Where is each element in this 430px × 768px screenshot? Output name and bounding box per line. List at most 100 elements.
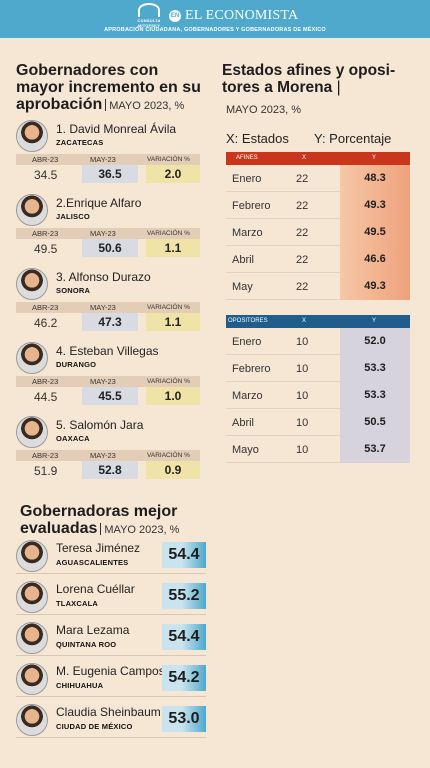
governor-col-headers: ABR-23 MAY-23 VARIACIÓN % <box>16 450 200 461</box>
x-cell: 22 <box>296 254 309 266</box>
col-var: VARIACIÓN % <box>147 304 190 311</box>
value-may: 45.5 <box>82 387 138 405</box>
col-var: VARIACIÓN % <box>147 378 190 385</box>
y-cell: 48.3 <box>340 165 410 192</box>
opositores-table: OPOSITORES X Y Enero 10 52.0 Febrero 10 53.3 M… <box>226 315 410 463</box>
col-abr: ABR-23 <box>32 155 59 164</box>
approval-score: 54.4 <box>162 542 206 568</box>
y-cell: 49.5 <box>340 219 410 246</box>
avatar <box>16 416 48 448</box>
month-cell: Febrero <box>232 363 271 375</box>
states-title: Estados afines y oposi- tores a Morena | <box>222 62 422 96</box>
col-var: VARIACIÓN % <box>147 156 190 163</box>
afines-label: AFINES <box>236 155 258 161</box>
governadoras-date: MAYO 2023, % <box>104 524 180 536</box>
x-cell: 22 <box>296 227 309 239</box>
avatar <box>16 540 48 572</box>
month-cell: Enero <box>232 173 262 185</box>
table-row: Enero 22 48.3 <box>226 165 410 192</box>
governadora-name: Claudia Sheinbaum <box>56 705 161 719</box>
brand-name: EL ECONOMISTA <box>185 8 299 23</box>
y-axis-label: Y: Porcentaje <box>314 131 392 146</box>
governadora-state: TLAXCALA <box>56 599 99 608</box>
increment-title-line3: aprobación <box>16 96 103 113</box>
afines-table: AFINES X Y Enero 22 48.3 Febrero 22 49.3 Marzo… <box>226 152 410 300</box>
y-cell: 49.3 <box>340 273 410 300</box>
approval-score: 55.2 <box>162 583 206 609</box>
col-may: MAY-23 <box>90 155 116 164</box>
x-cell: 10 <box>296 363 309 375</box>
governor-state: ZACATECAS <box>56 138 104 147</box>
y-cell: 49.3 <box>340 192 410 219</box>
afines-y-header: Y <box>372 155 377 161</box>
governadoras-title-line2: evaluadas <box>20 520 98 537</box>
governadoras-title: Gobernadoras mejor evaluadas MAYO 2023, % <box>20 503 220 539</box>
governor-col-headers: ABR-23 MAY-23 VARIACIÓN % <box>16 302 200 313</box>
governor-entry: 5. Salomón Jara OAXACA ABR-23 MAY-23 VARIACI… <box>16 416 200 488</box>
governor-col-headers: ABR-23 MAY-23 VARIACIÓN % <box>16 154 200 165</box>
en-badge: EN <box>169 10 181 22</box>
value-may: 47.3 <box>82 313 138 331</box>
governor-values: 46.2 47.3 1.1 <box>16 313 200 331</box>
governadora-entry: Claudia Sheinbaum CIUDAD DE MÉXICO 53.0 <box>16 702 206 738</box>
avatar <box>16 581 48 613</box>
governor-entry: 1. David Monreal Ávila ZACATECAS ABR-23 MAY… <box>16 120 200 192</box>
y-cell: 46.6 <box>340 246 410 273</box>
governor-entry: 4. Esteban Villegas DURANGO ABR-23 MAY-23 VA… <box>16 342 200 414</box>
avatar <box>16 622 48 654</box>
avatar <box>16 120 48 152</box>
value-abr: 49.5 <box>34 242 58 256</box>
value-abr: 34.5 <box>34 168 58 182</box>
increment-title-line1: Gobernadores con <box>16 62 159 79</box>
y-cell: 53.3 <box>340 355 410 382</box>
governor-name: 4. Esteban Villegas <box>56 344 159 358</box>
governor-entry: 3. Alfonso Durazo SONORA ABR-23 MAY-23 VARIA… <box>16 268 200 340</box>
table-row: Mayo 10 53.7 <box>226 436 410 463</box>
governor-state: JALISCO <box>56 212 90 221</box>
increment-title-line2: mayor incremento en su <box>16 79 201 96</box>
table-row: Febrero 22 49.3 <box>226 192 410 219</box>
x-cell: 22 <box>296 281 309 293</box>
month-cell: Marzo <box>232 227 263 239</box>
governor-col-headers: ABR-23 MAY-23 VARIACIÓN % <box>16 376 200 387</box>
governor-state: OAXACA <box>56 434 90 443</box>
opositores-y-header: Y <box>372 318 377 324</box>
avatar <box>16 268 48 300</box>
states-title-line2: tores a Morena <box>222 79 333 96</box>
opositores-header: OPOSITORES X Y <box>226 315 410 328</box>
month-cell: Febrero <box>232 200 271 212</box>
increment-date: MAYO 2023, % <box>109 100 185 112</box>
afines-x-header: X <box>302 155 307 161</box>
col-may: MAY-23 <box>90 451 116 460</box>
table-row: Abril 10 50.5 <box>226 409 410 436</box>
value-variation: 1.1 <box>146 239 200 257</box>
value-may: 36.5 <box>82 165 138 183</box>
x-cell: 10 <box>296 390 309 402</box>
header-banner: CONSULTA MITOFSKY EN EL ECONOMISTA APROB… <box>0 0 430 38</box>
opositores-label: OPOSITORES <box>228 318 268 324</box>
mitofsky-logo-icon: CONSULTA MITOFSKY <box>132 3 166 28</box>
avatar <box>16 194 48 226</box>
col-may: MAY-23 <box>90 303 116 312</box>
table-row: Enero 10 52.0 <box>226 328 410 355</box>
x-cell: 22 <box>296 173 309 185</box>
x-cell: 10 <box>296 417 309 429</box>
col-abr: ABR-23 <box>32 377 59 386</box>
month-cell: Marzo <box>232 390 263 402</box>
governadora-state: QUINTANA ROO <box>56 640 117 649</box>
governor-state: DURANGO <box>56 360 97 369</box>
avatar <box>16 704 48 736</box>
governor-values: 51.9 52.8 0.9 <box>16 461 200 479</box>
governor-name: 3. Alfonso Durazo <box>56 270 151 284</box>
month-cell: Enero <box>232 336 262 348</box>
governadora-state: CHIHUAHUA <box>56 681 104 690</box>
table-row: Marzo 10 53.3 <box>226 382 410 409</box>
opositores-x-header: X <box>302 318 307 324</box>
governadora-name: Mara Lezama <box>56 623 130 637</box>
states-title-line1: Estados afines y oposi- <box>222 62 396 79</box>
value-may: 50.6 <box>82 239 138 257</box>
avatar <box>16 342 48 374</box>
table-row: Febrero 10 53.3 <box>226 355 410 382</box>
states-date: MAYO 2023, % <box>226 104 301 116</box>
